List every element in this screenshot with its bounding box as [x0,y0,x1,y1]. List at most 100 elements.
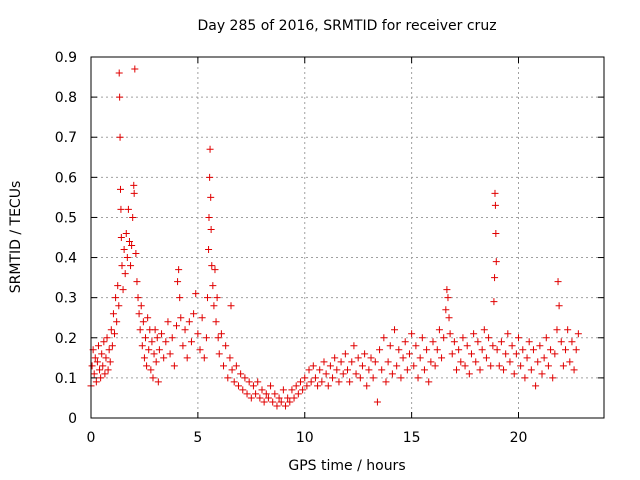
data-point [100,338,108,346]
data-point [213,294,221,302]
data-point [116,93,124,101]
data-point [120,246,128,254]
data-point [510,370,518,378]
data-point [307,378,315,386]
y-tick-label: 0.2 [55,331,77,347]
data-point [155,346,163,354]
data-point [252,390,260,398]
data-point [365,366,373,374]
data-point [222,342,230,350]
data-point [517,362,525,370]
data-point [450,338,458,346]
y-tick-labels: 0 0.1 0.2 0.3 0.4 0.5 0.6 0.7 0.8 0.9 [55,50,77,427]
data-point [109,310,117,318]
data-point [485,334,493,342]
data-point [489,342,497,350]
y-tick-label: 0.8 [55,90,77,106]
data-point [553,326,561,334]
data-point [369,374,377,382]
y-tick-label: 0.4 [55,251,77,267]
data-point [144,314,152,322]
data-point [320,358,328,366]
data-point [382,378,390,386]
data-point [150,350,158,358]
data-point [508,342,516,350]
data-point [408,330,416,338]
data-point [114,282,122,290]
data-point [237,370,245,378]
data-point [515,334,522,342]
data-point [444,294,452,302]
data-point [416,354,424,362]
data-point [427,358,435,366]
data-point [299,386,307,394]
data-point [418,334,426,342]
data-point [108,342,116,350]
data-point [393,362,401,370]
data-point [206,173,214,181]
data-point [305,366,313,374]
data-point [435,326,443,334]
chart-title: Day 285 of 2016, SRMTID for receiver cru… [197,18,496,34]
data-point [551,350,559,358]
data-point [335,378,343,386]
data-point [170,362,178,370]
data-point [549,374,557,382]
data-point [388,370,396,378]
data-point [160,354,168,362]
data-point [493,346,501,354]
data-point [453,366,461,374]
data-point [350,342,358,350]
data-point [254,378,262,386]
data-point [138,342,146,350]
data-point [148,338,156,346]
data-point [228,366,236,374]
data-point [554,278,562,286]
data-point [99,362,107,370]
data-point [245,378,253,386]
data-point [492,229,500,237]
data-point [112,294,120,302]
y-tick-label: 0.3 [55,291,77,307]
data-point [187,338,195,346]
data-point [401,338,409,346]
data-point [296,378,304,386]
data-point [101,370,109,378]
data-point [463,342,471,350]
y-axis-label: SRMTID / TECUs [8,181,24,294]
data-point [443,286,451,294]
data-point [399,354,407,362]
data-point [358,362,366,370]
data-point [115,302,123,310]
x-tick-label: 0 [87,430,96,446]
data-point [94,342,102,350]
data-point [356,374,364,382]
data-point [164,318,172,326]
data-point [209,282,217,290]
data-point [241,374,249,382]
data-point [425,378,433,386]
data-point [232,362,240,370]
data-point [476,366,484,374]
data-point [154,378,162,386]
data-point [290,394,298,402]
data-point [461,362,469,370]
data-point [168,334,176,342]
data-point [234,382,242,390]
x-axis-label: GPS time / hours [288,458,405,474]
data-point [506,358,514,366]
data-point [271,390,279,398]
data-point [288,386,296,394]
data-point [123,254,131,262]
data-point [124,205,132,213]
data-point [105,346,113,354]
data-point [286,398,294,406]
data-point [200,354,208,362]
data-point [331,354,339,362]
data-point [217,330,225,338]
data-point [132,250,140,258]
data-point [467,350,475,358]
data-point [346,378,354,386]
data-points [87,65,582,410]
data-point [405,350,413,358]
